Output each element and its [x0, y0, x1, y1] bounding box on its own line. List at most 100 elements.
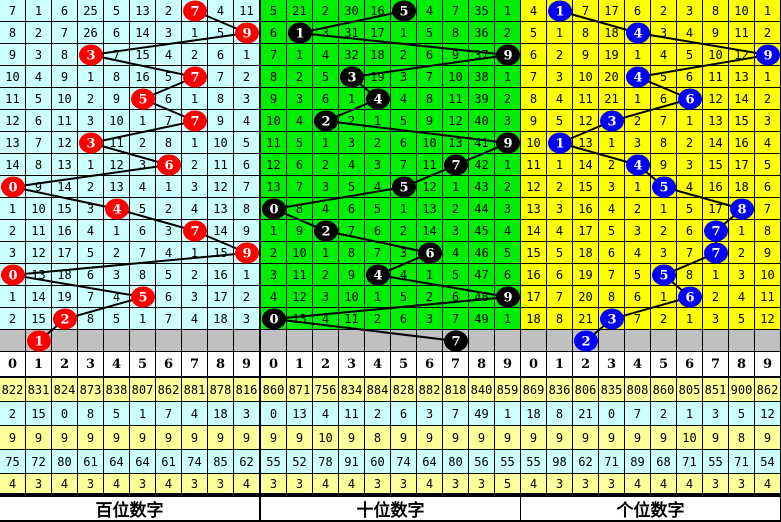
- trend-cell: 13: [52, 154, 78, 176]
- ball-digit: 7: [190, 115, 199, 130]
- trend-cell: 2: [287, 66, 313, 88]
- trend-cell: 7: [156, 110, 182, 132]
- next-row-cell: [651, 330, 677, 352]
- stat-cell: 4: [182, 402, 208, 426]
- trend-cell: 11: [339, 308, 365, 330]
- trend-cell: 4: [339, 154, 365, 176]
- next-row-cell: [287, 330, 313, 352]
- trend-cell: 7: [0, 0, 26, 22]
- stat-cell: 869: [521, 378, 547, 402]
- trend-cell: 1: [391, 198, 417, 220]
- stat-cell: 74: [391, 450, 417, 474]
- trend-cell: 12: [417, 176, 443, 198]
- trend-cell: 3: [182, 176, 208, 198]
- next-row-cell: [625, 330, 651, 352]
- ball-digit: 7: [190, 71, 199, 86]
- stat-cell: 3: [703, 402, 729, 426]
- stat-cell: 822: [0, 378, 26, 402]
- ball-digit: 5: [399, 181, 408, 196]
- trend-cell: 1: [625, 88, 651, 110]
- trend-cell: 17: [573, 220, 599, 242]
- hit-ball: 5: [392, 0, 416, 22]
- stat-cell: 55: [703, 450, 729, 474]
- trend-cell: 17: [365, 22, 391, 44]
- trend-cell: 16: [703, 176, 729, 198]
- trend-cell: 2: [495, 176, 521, 198]
- trend-cell: 4: [313, 44, 339, 66]
- ball-digit: 5: [659, 269, 668, 284]
- trend-cell: 6: [391, 308, 417, 330]
- stat-cell: 3: [261, 474, 287, 494]
- ball-digit: 0: [8, 269, 17, 284]
- stat-cell: 11: [339, 402, 365, 426]
- trend-cell: 14: [729, 88, 755, 110]
- stat-cell: 5: [104, 402, 130, 426]
- hit-ball: 2: [314, 110, 338, 132]
- next-row-cell: [365, 330, 391, 352]
- trend-cell: 1: [313, 132, 339, 154]
- trend-cell: 9: [573, 44, 599, 66]
- ball-digit: 5: [659, 181, 668, 196]
- stat-cell: 75: [0, 450, 26, 474]
- trend-cell: 5: [677, 44, 703, 66]
- digit-header: 3: [78, 352, 104, 378]
- trend-cell: 3: [651, 242, 677, 264]
- trend-cell: 17: [599, 0, 625, 22]
- trend-cell: 8: [703, 0, 729, 22]
- next-row-cell: [130, 330, 156, 352]
- trend-cell: 16: [521, 264, 547, 286]
- stat-cell: 68: [651, 450, 677, 474]
- trend-cell: 8: [261, 66, 287, 88]
- trend-cell: 10: [261, 110, 287, 132]
- stat-cell: 4: [52, 474, 78, 494]
- hit-ball: 9: [496, 132, 520, 154]
- trend-cell: 10: [104, 110, 130, 132]
- trend-cell: 17: [521, 286, 547, 308]
- stat-cell: 4: [339, 474, 365, 494]
- ball-digit: 1: [555, 5, 564, 20]
- trend-cell: 8: [104, 66, 130, 88]
- stat-cell: 4: [104, 474, 130, 494]
- trend-cell: 6: [130, 220, 156, 242]
- stat-cell: 21: [573, 402, 599, 426]
- trend-cell: 8: [573, 22, 599, 44]
- trend-cell: 5: [495, 242, 521, 264]
- trend-cell: 3: [495, 198, 521, 220]
- trend-cell: 7: [599, 264, 625, 286]
- stat-cell: 3: [443, 474, 469, 494]
- stat-cell: 61: [156, 450, 182, 474]
- stat-cell: 98: [547, 450, 573, 474]
- trend-cell: 12: [443, 110, 469, 132]
- trend-cell: 7: [52, 22, 78, 44]
- trend-cell: 11: [443, 88, 469, 110]
- trend-cell: 8: [677, 264, 703, 286]
- digit-header: 7: [703, 352, 729, 378]
- digit-header: 6: [417, 352, 443, 378]
- stat-cell: 3: [365, 474, 391, 494]
- ball-digit: 5: [138, 291, 147, 306]
- stat-cell: 9: [287, 426, 313, 450]
- digit-header: 7: [443, 352, 469, 378]
- trend-cell: 5: [677, 198, 703, 220]
- stat-cell: 78: [313, 450, 339, 474]
- trend-cell: 1: [547, 154, 573, 176]
- trend-cell: 7: [234, 176, 260, 198]
- trend-cell: 35: [469, 0, 495, 22]
- ball-digit: 9: [763, 49, 772, 64]
- trend-cell: 8: [0, 22, 26, 44]
- digit-header: 5: [391, 352, 417, 378]
- trend-cell: 5: [339, 176, 365, 198]
- trend-cell: 7: [287, 176, 313, 198]
- next-row-cell: [677, 330, 703, 352]
- stat-cell: 838: [104, 378, 130, 402]
- digit-header: 1: [547, 352, 573, 378]
- trend-cell: 1: [104, 220, 130, 242]
- hit-ball: 5: [131, 286, 155, 308]
- stat-cell: 862: [755, 378, 781, 402]
- trend-cell: 14: [208, 220, 234, 242]
- next-ball: 7: [444, 330, 468, 352]
- trend-cell: 9: [521, 110, 547, 132]
- stat-cell: 862: [156, 378, 182, 402]
- stat-cell: 8: [729, 426, 755, 450]
- hit-ball: 6: [418, 242, 442, 264]
